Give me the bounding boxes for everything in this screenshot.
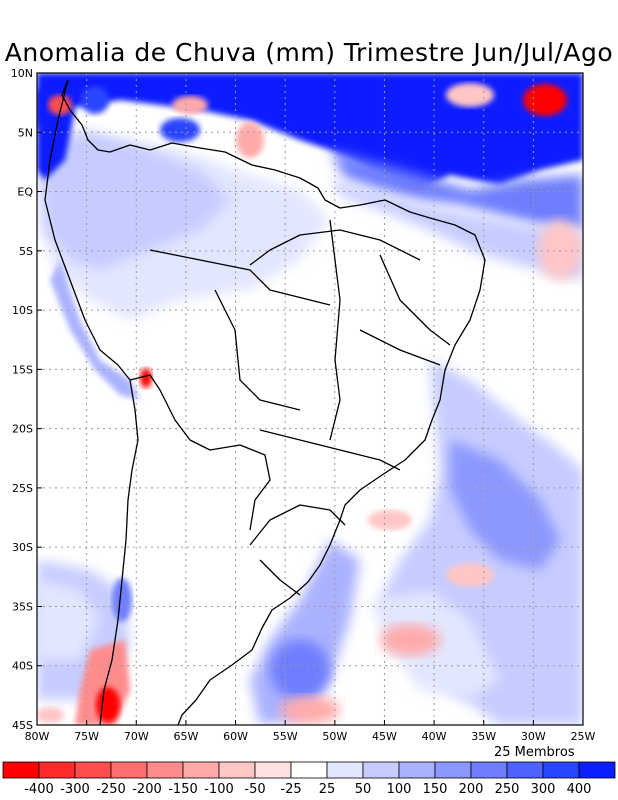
lat-label: 10N [11, 67, 33, 80]
lat-label: 25S [12, 482, 33, 495]
colorbar-swatch [362, 761, 400, 779]
latitude-labels: 10N 5N EQ 5S 10S 15S 20S 25S 30S 35S 40S 45S [11, 67, 42, 732]
lon-label: 35W [471, 730, 496, 743]
lat-label: 15S [12, 363, 33, 376]
colorbar-swatch [74, 761, 112, 779]
lat-label: 5N [18, 126, 33, 139]
colorbar-label: -50 [244, 782, 265, 797]
lon-label: 40W [422, 730, 447, 743]
colorbar-label: -300 [60, 782, 90, 797]
lon-label: 25W [571, 730, 596, 743]
lat-label: 30S [12, 541, 33, 554]
lat-label: 20S [12, 423, 33, 436]
colorbar-swatch [506, 761, 544, 779]
colorbar-label: 150 [423, 782, 448, 797]
lon-label: 65W [173, 730, 198, 743]
grid-lines [37, 73, 583, 725]
colorbar-label: -250 [96, 782, 126, 797]
country-borders [44, 79, 486, 725]
colorbar-swatch [38, 761, 76, 779]
lat-label: EQ [17, 186, 33, 199]
longitude-labels: 80W 75W 70W 65W 60W 55W 50W 45W 40W 35W 30W 25W [25, 720, 596, 743]
colorbar-swatch [578, 761, 616, 779]
map-frame [36, 72, 584, 726]
colorbar-label: 300 [531, 782, 556, 797]
colorbar-swatch [290, 761, 328, 779]
colorbar-swatch [470, 761, 508, 779]
colorbar-swatch [542, 761, 580, 779]
colorbar: -400 -300 -250 -200 -150 -100 -50 -25 25 50 100 150… [2, 761, 616, 797]
lon-label: 60W [223, 730, 248, 743]
colorbar-label: 50 [355, 782, 372, 797]
lon-label: 80W [25, 730, 50, 743]
colorbar-swatch [398, 761, 436, 779]
colorbar-label: -200 [132, 782, 162, 797]
lat-label: 35S [12, 600, 33, 613]
lat-label: 40S [12, 660, 33, 673]
lon-label: 45W [372, 730, 397, 743]
lon-label: 50W [322, 730, 347, 743]
colorbar-swatch [110, 761, 148, 779]
colorbar-swatch [218, 761, 256, 779]
colorbar-label: 25 [319, 782, 336, 797]
colorbar-swatch [434, 761, 472, 779]
colorbar-swatch [326, 761, 364, 779]
colorbar-swatch [2, 761, 40, 779]
colorbar-label: -100 [204, 782, 234, 797]
lon-label: 70W [124, 730, 149, 743]
lat-label: 45S [12, 719, 33, 732]
colorbar-swatch [146, 761, 184, 779]
lon-label: 55W [273, 730, 298, 743]
colorbar-label: 400 [567, 782, 592, 797]
colorbar-swatch [182, 761, 220, 779]
lat-label: 5S [19, 245, 33, 258]
map-title: Anomalia de Chuva (mm) Trimestre Jun/Jul… [4, 38, 614, 67]
colorbar-label: 200 [459, 782, 484, 797]
colorbar-label: 100 [387, 782, 412, 797]
lon-label: 30W [521, 730, 546, 743]
colorbar-label: 250 [495, 782, 520, 797]
colorbar-label: -400 [24, 782, 54, 797]
colorbar-label: -25 [280, 782, 301, 797]
anomaly-field [37, 73, 583, 725]
lon-label: 75W [74, 730, 99, 743]
members-label: 25 Membros [494, 745, 575, 760]
colorbar-label: -150 [168, 782, 198, 797]
colorbar-swatch [254, 761, 292, 779]
lat-label: 10S [12, 304, 33, 317]
